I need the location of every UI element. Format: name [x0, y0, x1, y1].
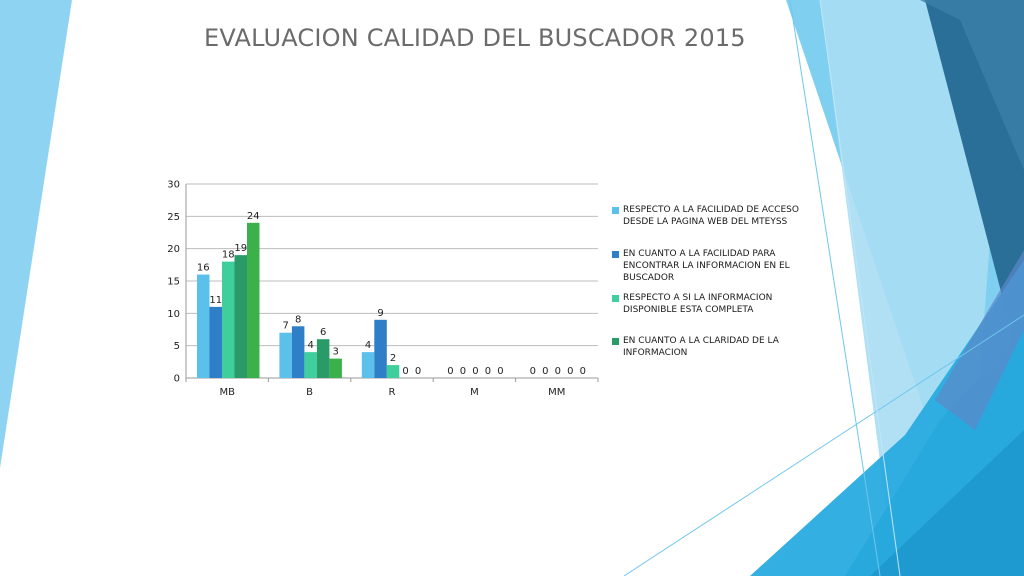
bar — [279, 332, 292, 378]
data-label: 0 — [415, 366, 421, 377]
data-label: 6 — [320, 327, 326, 338]
bar — [329, 358, 342, 378]
data-label: 0 — [472, 366, 478, 377]
data-label: 4 — [307, 340, 313, 351]
legend-label: EN CUANTO A LA FACILIDAD PARA ENCONTRAR … — [623, 249, 790, 283]
slide-title: EVALUACION CALIDAD DEL BUSCADOR 2015 — [204, 24, 746, 52]
y-tick-label: 0 — [174, 374, 180, 385]
data-label: 0 — [497, 366, 503, 377]
data-label: 0 — [555, 366, 561, 377]
x-tick-label: MM — [548, 387, 565, 398]
x-tick-label: R — [389, 387, 396, 398]
data-label: 4 — [365, 340, 371, 351]
bar — [374, 319, 387, 378]
legend-label: RESPECTO A SI LA INFORMACION DISPONIBLE … — [623, 293, 773, 315]
y-tick-label: 10 — [167, 309, 180, 320]
bar — [291, 326, 305, 378]
bar — [197, 274, 210, 378]
y-tick-label: 30 — [167, 180, 180, 191]
bar — [316, 339, 330, 378]
y-tick-label: 20 — [167, 244, 180, 255]
y-tick-label: 5 — [174, 341, 180, 352]
bar — [234, 255, 247, 378]
bar — [209, 306, 222, 378]
data-label: 0 — [542, 366, 548, 377]
data-label: 2 — [390, 353, 396, 364]
legend-label: RESPECTO A LA FACILIDAD DE ACCESO DESDE … — [623, 205, 799, 227]
bar — [304, 352, 317, 378]
x-tick-label: MB — [219, 387, 235, 398]
bar — [247, 222, 260, 378]
data-label: 11 — [209, 295, 222, 306]
y-tick-label: 15 — [167, 277, 180, 288]
data-label: 8 — [295, 314, 301, 325]
data-label: 7 — [282, 321, 288, 332]
legend-label: EN CUANTO A LA CLARIDAD DE LA INFORMACIO… — [623, 336, 779, 358]
data-label: 9 — [377, 308, 383, 319]
x-tick-label: M — [470, 387, 479, 398]
data-label: 0 — [567, 366, 573, 377]
data-label: 3 — [332, 347, 338, 358]
legend-swatch — [612, 295, 619, 302]
y-tick-label: 25 — [167, 212, 180, 223]
data-label: 19 — [234, 243, 247, 254]
bar — [361, 352, 375, 378]
legend-swatch — [612, 207, 619, 214]
data-label: 16 — [197, 263, 210, 274]
bar — [386, 365, 400, 378]
data-label: 0 — [460, 366, 466, 377]
data-label: 0 — [402, 366, 408, 377]
data-label: 0 — [580, 366, 586, 377]
data-label: 24 — [247, 211, 260, 222]
data-label: 0 — [485, 366, 491, 377]
legend-swatch — [612, 338, 619, 345]
legend-swatch — [612, 251, 619, 258]
data-label: 18 — [222, 250, 235, 261]
data-label: 0 — [447, 366, 453, 377]
bar — [222, 261, 235, 378]
data-label: 0 — [530, 366, 536, 377]
x-tick-label: B — [306, 387, 313, 398]
